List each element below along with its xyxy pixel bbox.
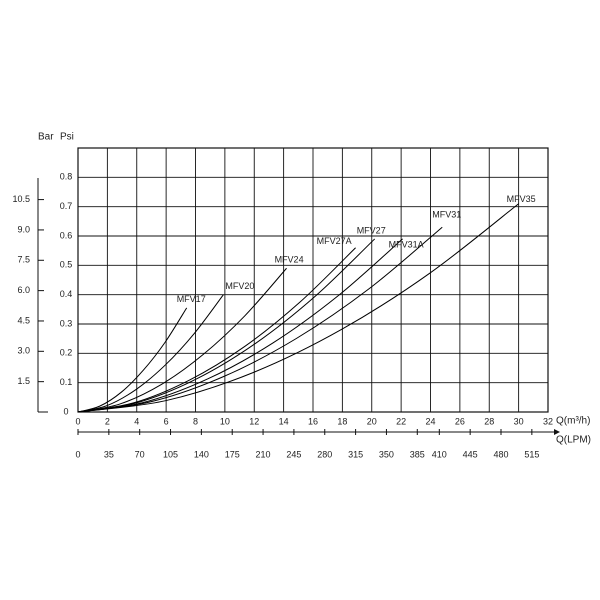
- x2-tick-label: 280: [317, 449, 332, 459]
- x2-tick-label: 480: [493, 449, 508, 459]
- curve: [77, 226, 443, 413]
- x-tick-label: 0: [75, 416, 80, 426]
- y-tick-label: 0.5: [60, 260, 73, 270]
- x-tick-label: 6: [164, 416, 169, 426]
- x-tick-label: 14: [279, 416, 289, 426]
- y2-tick-label: 1.5: [17, 376, 30, 386]
- x2-tick-label: 175: [225, 449, 240, 459]
- curve: [77, 267, 287, 413]
- curve-label: MFV27: [357, 225, 386, 235]
- y-tick-label: 0.3: [60, 318, 73, 328]
- y-tick-label: 0.7: [60, 201, 73, 211]
- y2-tick-label: 4.5: [17, 315, 30, 325]
- x2-tick-label: 0: [75, 449, 80, 459]
- x2-tick-label: 385: [410, 449, 425, 459]
- x-tick-label: 8: [193, 416, 198, 426]
- x2-tick-label: 410: [432, 449, 447, 459]
- x2-tick-label: 315: [348, 449, 363, 459]
- x-tick-label: 16: [308, 416, 318, 426]
- x-tick-label: 22: [396, 416, 406, 426]
- y2-axis-title: Psi: [60, 132, 74, 143]
- y2-tick-label: 3.0: [17, 346, 30, 356]
- y2-tick-label: 7.5: [17, 255, 30, 265]
- curve: [77, 238, 403, 413]
- y-tick-label: 0.1: [60, 377, 73, 387]
- x-tick-label: 26: [455, 416, 465, 426]
- x-axis-title: Q(m³/h): [556, 416, 590, 427]
- curve-label: MFV24: [275, 255, 304, 265]
- x-tick-label: 2: [105, 416, 110, 426]
- y-tick-label: 0: [63, 406, 68, 416]
- x-tick-label: 24: [425, 416, 435, 426]
- curve-label: MFV31: [432, 210, 461, 220]
- curve-label: MFV35: [507, 194, 536, 204]
- curve: [77, 203, 519, 413]
- x2-tick-label: 70: [135, 449, 145, 459]
- x-tick-label: 32: [543, 416, 553, 426]
- x-tick-label: 10: [220, 416, 230, 426]
- x2-axis-title: Q(LPM): [556, 435, 591, 446]
- x2-tick-label: 445: [463, 449, 478, 459]
- curve: [77, 294, 224, 413]
- y2-tick-label: 6.0: [17, 285, 30, 295]
- x-tick-label: 30: [514, 416, 524, 426]
- y2-tick-label: 9.0: [17, 224, 30, 234]
- y-tick-label: 0.2: [60, 348, 73, 358]
- x2-tick-label: 105: [163, 449, 178, 459]
- x2-tick-label: 35: [104, 449, 114, 459]
- curve-label: MFV20: [225, 281, 254, 291]
- x2-tick-label: 515: [524, 449, 539, 459]
- x2-axis-arrow: [554, 429, 560, 435]
- x2-tick-label: 245: [286, 449, 301, 459]
- x-tick-label: 20: [367, 416, 377, 426]
- y-tick-label: 0.4: [60, 289, 73, 299]
- curve: [77, 238, 376, 413]
- x-tick-label: 28: [484, 416, 494, 426]
- x2-tick-label: 210: [256, 449, 271, 459]
- y2-tick-label: 10.5: [12, 194, 30, 204]
- curve-label: MFV31A: [389, 239, 424, 249]
- curve-label: MFV17: [177, 294, 206, 304]
- curve: [77, 307, 188, 413]
- x-tick-label: 4: [134, 416, 139, 426]
- curve-label: MFV27A: [317, 236, 352, 246]
- x-tick-label: 12: [249, 416, 259, 426]
- y-tick-label: 0.6: [60, 230, 73, 240]
- x-tick-label: 18: [337, 416, 347, 426]
- x2-tick-label: 350: [379, 449, 394, 459]
- curve: [77, 247, 356, 413]
- x2-tick-label: 140: [194, 449, 209, 459]
- y-axis-title: Bar: [38, 132, 54, 143]
- y-tick-label: 0.8: [60, 172, 73, 182]
